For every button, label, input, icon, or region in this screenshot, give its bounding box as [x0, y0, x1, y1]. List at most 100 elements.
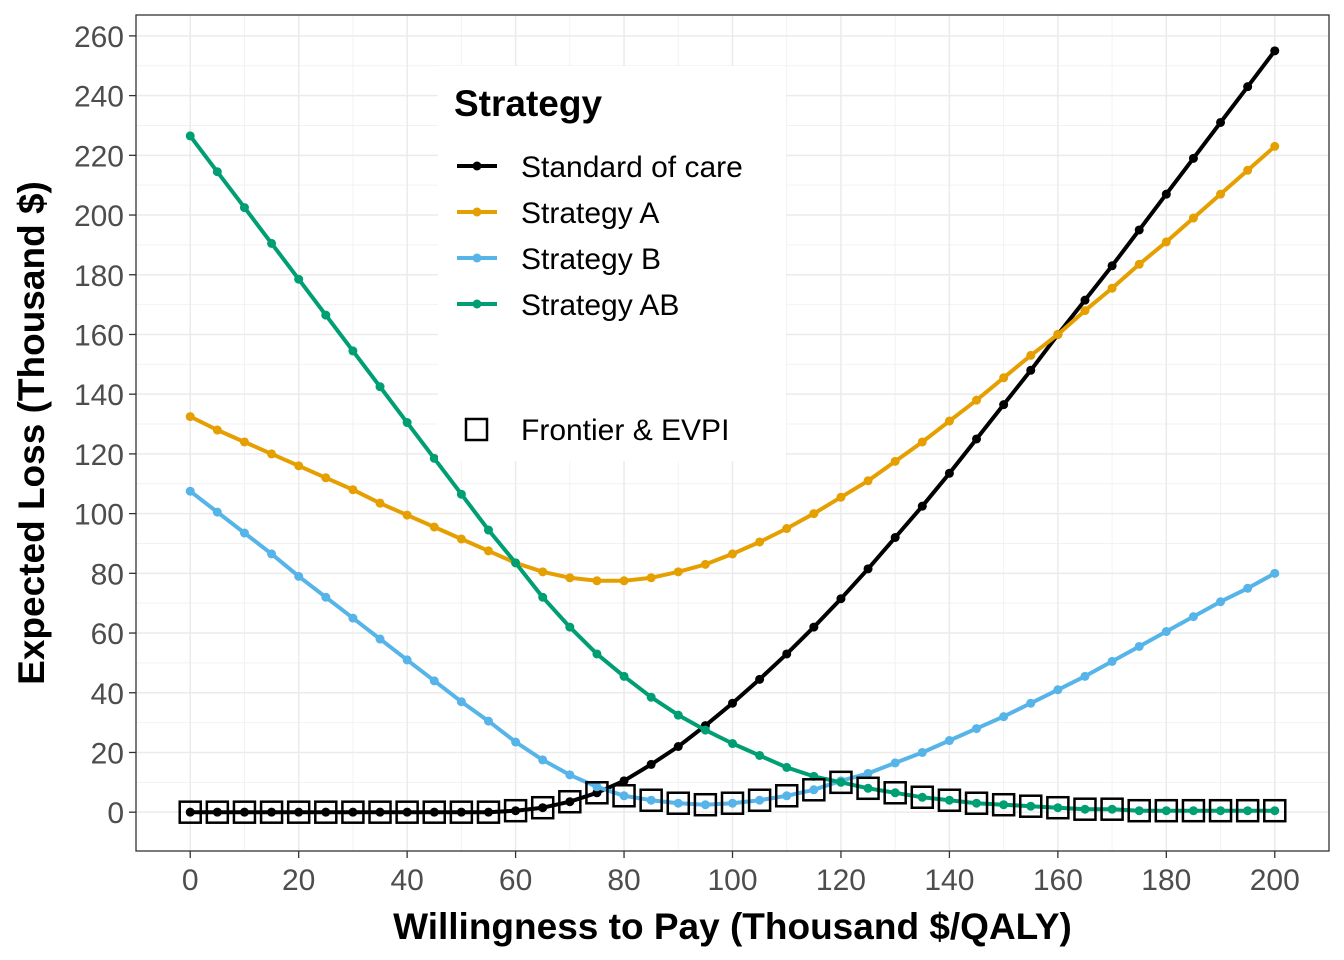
- data-point-strategy-b: [809, 785, 819, 795]
- frontier-marker: [476, 800, 501, 824]
- data-point-strategy-ab: [863, 783, 873, 793]
- frontier-marker: [341, 800, 365, 824]
- data-point-standard-of-care: [402, 807, 412, 817]
- data-point-standard-of-care: [1270, 46, 1280, 56]
- legend-key-point: [472, 207, 482, 217]
- data-point-strategy-a: [185, 412, 195, 422]
- data-point-strategy-a: [375, 498, 385, 508]
- data-point-strategy-ab: [836, 777, 846, 787]
- legend-label: Strategy AB: [521, 289, 679, 322]
- y-tick-label: 160: [74, 319, 124, 352]
- data-point-standard-of-care: [1188, 153, 1198, 163]
- data-point-standard-of-care: [999, 400, 1009, 410]
- data-point-strategy-b: [1107, 656, 1117, 666]
- legend-entry-standard-of-care: Standard of care: [457, 151, 743, 184]
- data-point-strategy-ab: [1161, 806, 1171, 816]
- data-point-strategy-a: [456, 534, 466, 544]
- data-point-strategy-ab: [1270, 806, 1280, 816]
- data-point-strategy-ab: [646, 692, 656, 702]
- frontier-marker: [259, 800, 284, 824]
- data-point-standard-of-care: [429, 807, 439, 817]
- frontier-marker: [910, 785, 935, 810]
- data-point-strategy-a: [1026, 350, 1036, 360]
- x-axis-title: Willingness to Pay (Thousand $/QALY): [393, 906, 1072, 947]
- data-point-strategy-a: [1216, 189, 1226, 199]
- frontier-marker: [314, 800, 338, 824]
- data-point-strategy-a: [294, 461, 304, 471]
- y-tick-label: 40: [91, 678, 124, 711]
- data-point-strategy-a: [755, 537, 765, 547]
- data-point-strategy-b: [755, 795, 765, 805]
- data-point-standard-of-care: [1080, 295, 1090, 305]
- data-point-strategy-b: [1080, 671, 1090, 681]
- frontier-marker: [612, 784, 636, 808]
- data-point-strategy-b: [782, 791, 792, 801]
- legend-entry-strategy-ab: Strategy AB: [457, 289, 679, 322]
- data-point-standard-of-care: [212, 807, 222, 817]
- data-point-strategy-a: [239, 437, 249, 447]
- data-point-strategy-a: [348, 485, 358, 495]
- frontier-marker: [802, 778, 826, 802]
- data-point-strategy-ab: [456, 489, 466, 499]
- data-point-standard-of-care: [755, 674, 765, 684]
- data-point-strategy-a: [1107, 283, 1117, 293]
- data-point-strategy-b: [429, 676, 439, 686]
- y-tick-label: 200: [74, 200, 124, 233]
- x-tick-label: 160: [1033, 864, 1083, 897]
- data-point-strategy-a: [267, 449, 277, 459]
- data-point-strategy-b: [944, 736, 954, 746]
- data-point-standard-of-care: [565, 797, 575, 807]
- data-point-strategy-ab: [700, 725, 710, 735]
- data-point-strategy-a: [782, 524, 792, 534]
- frontier-marker: [1046, 795, 1070, 820]
- data-point-strategy-ab: [1134, 806, 1144, 816]
- data-point-strategy-ab: [294, 274, 304, 284]
- data-point-strategy-b: [646, 795, 656, 805]
- data-point-strategy-a: [890, 456, 900, 466]
- frontier-marker: [286, 800, 311, 824]
- data-point-standard-of-care: [321, 807, 331, 817]
- legend-entry-strategy-b: Strategy B: [457, 243, 661, 276]
- data-point-standard-of-care: [538, 803, 548, 813]
- data-point-standard-of-care: [483, 807, 493, 817]
- data-point-strategy-b: [999, 712, 1009, 722]
- data-point-strategy-a: [402, 510, 412, 520]
- y-tick-label: 140: [74, 379, 124, 412]
- data-point-strategy-ab: [267, 238, 277, 248]
- legend-key-point: [472, 161, 482, 171]
- data-point-standard-of-care: [890, 533, 900, 542]
- x-tick-label: 20: [282, 864, 315, 897]
- data-point-standard-of-care: [809, 622, 819, 632]
- data-point-standard-of-care: [267, 807, 277, 817]
- data-point-strategy-a: [700, 559, 710, 569]
- data-point-strategy-ab: [890, 788, 900, 798]
- data-point-strategy-a: [592, 576, 602, 586]
- legend-label-frontier: Frontier & EVPI: [521, 414, 729, 447]
- data-point-strategy-b: [321, 592, 331, 602]
- data-point-strategy-ab: [728, 739, 737, 749]
- frontier-marker: [205, 800, 230, 824]
- data-point-standard-of-care: [375, 807, 385, 817]
- data-point-strategy-a: [321, 473, 331, 483]
- data-point-strategy-a: [1080, 306, 1090, 316]
- y-tick-label: 80: [91, 558, 124, 591]
- frontier-marker: [449, 800, 474, 824]
- data-point-strategy-ab: [1107, 804, 1117, 814]
- data-point-strategy-b: [1188, 612, 1198, 622]
- data-point-standard-of-care: [456, 807, 466, 817]
- data-point-standard-of-care: [782, 649, 792, 659]
- data-point-strategy-a: [646, 573, 656, 583]
- data-point-standard-of-care: [1026, 365, 1036, 375]
- data-point-strategy-a: [1053, 329, 1063, 339]
- data-point-standard-of-care: [1134, 225, 1144, 235]
- data-point-strategy-ab: [755, 750, 765, 760]
- data-point-strategy-b: [592, 782, 602, 792]
- data-point-strategy-a: [972, 395, 982, 405]
- frontier-marker: [368, 800, 392, 824]
- frontier-marker: [991, 792, 1016, 817]
- frontier-marker: [883, 781, 907, 805]
- data-point-strategy-ab: [782, 762, 792, 772]
- data-point-strategy-a: [728, 549, 737, 559]
- frontier-marker: [747, 788, 772, 812]
- data-point-strategy-b: [375, 634, 385, 644]
